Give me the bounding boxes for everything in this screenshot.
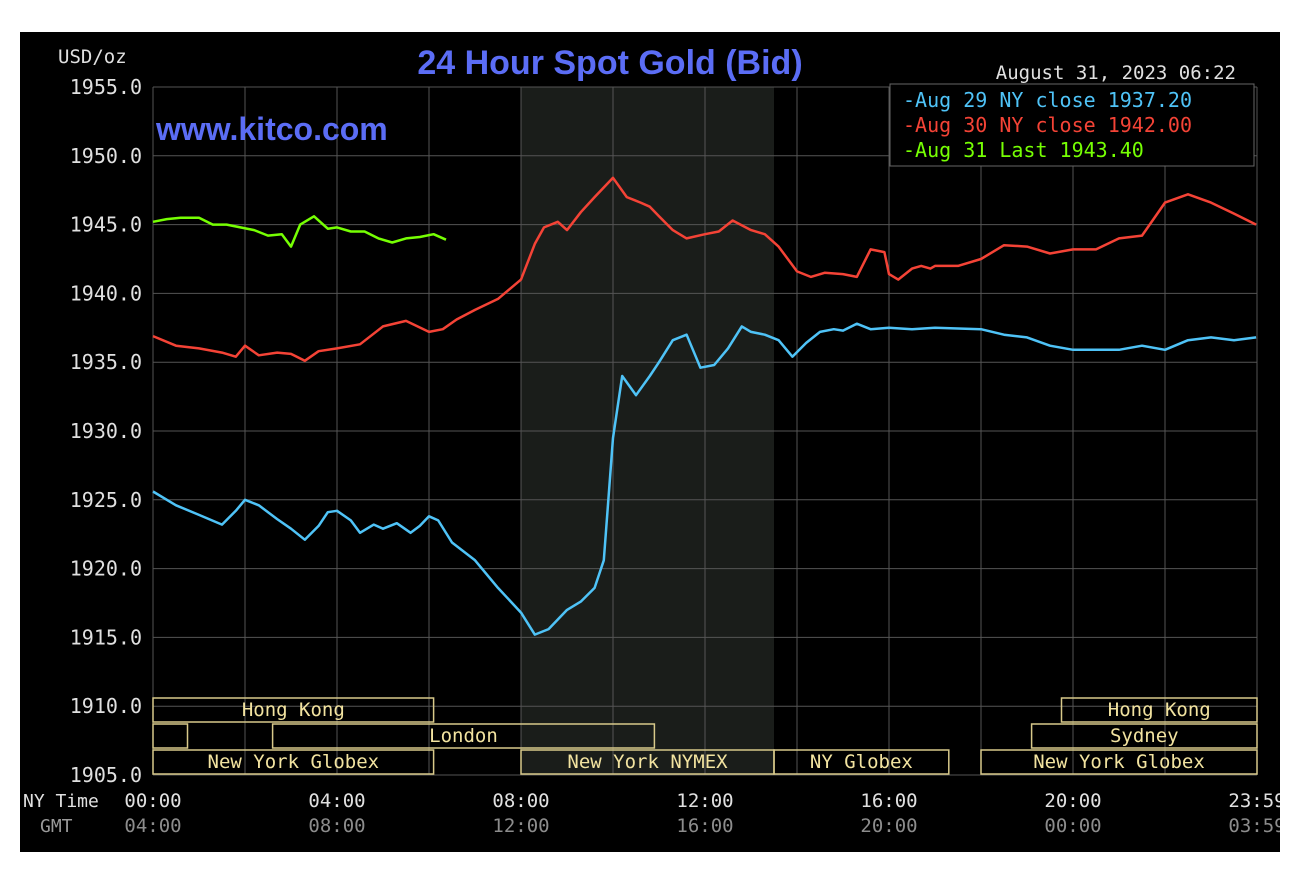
session-label: NY Globex: [810, 751, 913, 773]
session-box: [271, 723, 656, 749]
y-tick-label: 1945.0: [70, 213, 142, 237]
x-tick-label-gmt: 04:00: [124, 815, 181, 837]
x-tick-label-ny: 12:00: [676, 790, 733, 812]
y-tick-label: 1935.0: [70, 350, 142, 374]
legend: -Aug 29 NY close 1937.20-Aug 30 NY close…: [889, 83, 1255, 167]
x-row-label-ny: NY Time: [23, 791, 99, 812]
site-url: www.kitco.com: [155, 111, 388, 147]
session-box: [980, 749, 1258, 775]
session-label: Sydney: [1110, 725, 1179, 747]
x-tick-label-gmt: 00:00: [1044, 815, 1101, 837]
session-box: [152, 723, 189, 749]
session-label: London: [429, 725, 498, 747]
y-tick-label: 1910.0: [70, 694, 142, 718]
session-box: [152, 697, 435, 723]
y-tick-label: 1915.0: [70, 625, 142, 649]
y-tick-label: 1940.0: [70, 281, 142, 305]
x-tick-label-gmt: 20:00: [860, 815, 917, 837]
chart-title: 24 Hour Spot Gold (Bid): [417, 44, 802, 82]
chart-panel: Hong Kong London New York Globex New York N…: [20, 32, 1280, 852]
legend-entry: -Aug 29 NY close 1937.20: [903, 88, 1192, 112]
y-tick-label: 1925.0: [70, 488, 142, 512]
y-tick-label: 1930.0: [70, 419, 142, 443]
legend-entry: -Aug 30 NY close 1942.00: [903, 113, 1192, 137]
y-tick-label: 1950.0: [70, 144, 142, 168]
x-tick-label-ny: 08:00: [492, 790, 549, 812]
x-tick-label-gmt: 16:00: [676, 815, 733, 837]
x-tick-label-ny: 23:59: [1228, 790, 1280, 812]
y-tick-label: 1920.0: [70, 557, 142, 581]
gold-price-chart: Hong Kong London New York Globex New York N…: [23, 44, 1280, 837]
session-label: Hong Kong: [1108, 699, 1211, 721]
legend-entry: -Aug 31 Last 1943.40: [903, 138, 1144, 162]
session-label: New York Globex: [208, 751, 380, 773]
series-line-aug-30: [152, 176, 1257, 363]
series-line-aug-29: [152, 322, 1257, 636]
x-tick-label-ny: 04:00: [308, 790, 365, 812]
session-box: [773, 749, 950, 775]
y-tick-label: 1955.0: [70, 75, 142, 99]
legend-box: [889, 83, 1255, 167]
session-label: New York Globex: [1033, 751, 1205, 773]
x-tick-label-gmt: 12:00: [492, 815, 549, 837]
timestamp: August 31, 2023 06:22: [996, 62, 1236, 84]
session-label: New York NYMEX: [567, 751, 728, 773]
series-line-aug-31: [152, 215, 447, 248]
x-row-label-gmt: GMT: [40, 816, 73, 837]
session-label: Hong Kong: [242, 699, 345, 721]
x-tick-label-gmt: 08:00: [308, 815, 365, 837]
x-tick-label-ny: 20:00: [1044, 790, 1101, 812]
session-box: [1060, 697, 1258, 723]
session-box: [152, 749, 435, 775]
x-tick-label-ny: 16:00: [860, 790, 917, 812]
y-tick-label: 1905.0: [70, 763, 142, 787]
y-axis-label: USD/oz: [58, 46, 127, 68]
x-tick-label-gmt: 03:59: [1228, 815, 1280, 837]
x-tick-label-ny: 00:00: [124, 790, 181, 812]
session-box: [1030, 723, 1258, 749]
